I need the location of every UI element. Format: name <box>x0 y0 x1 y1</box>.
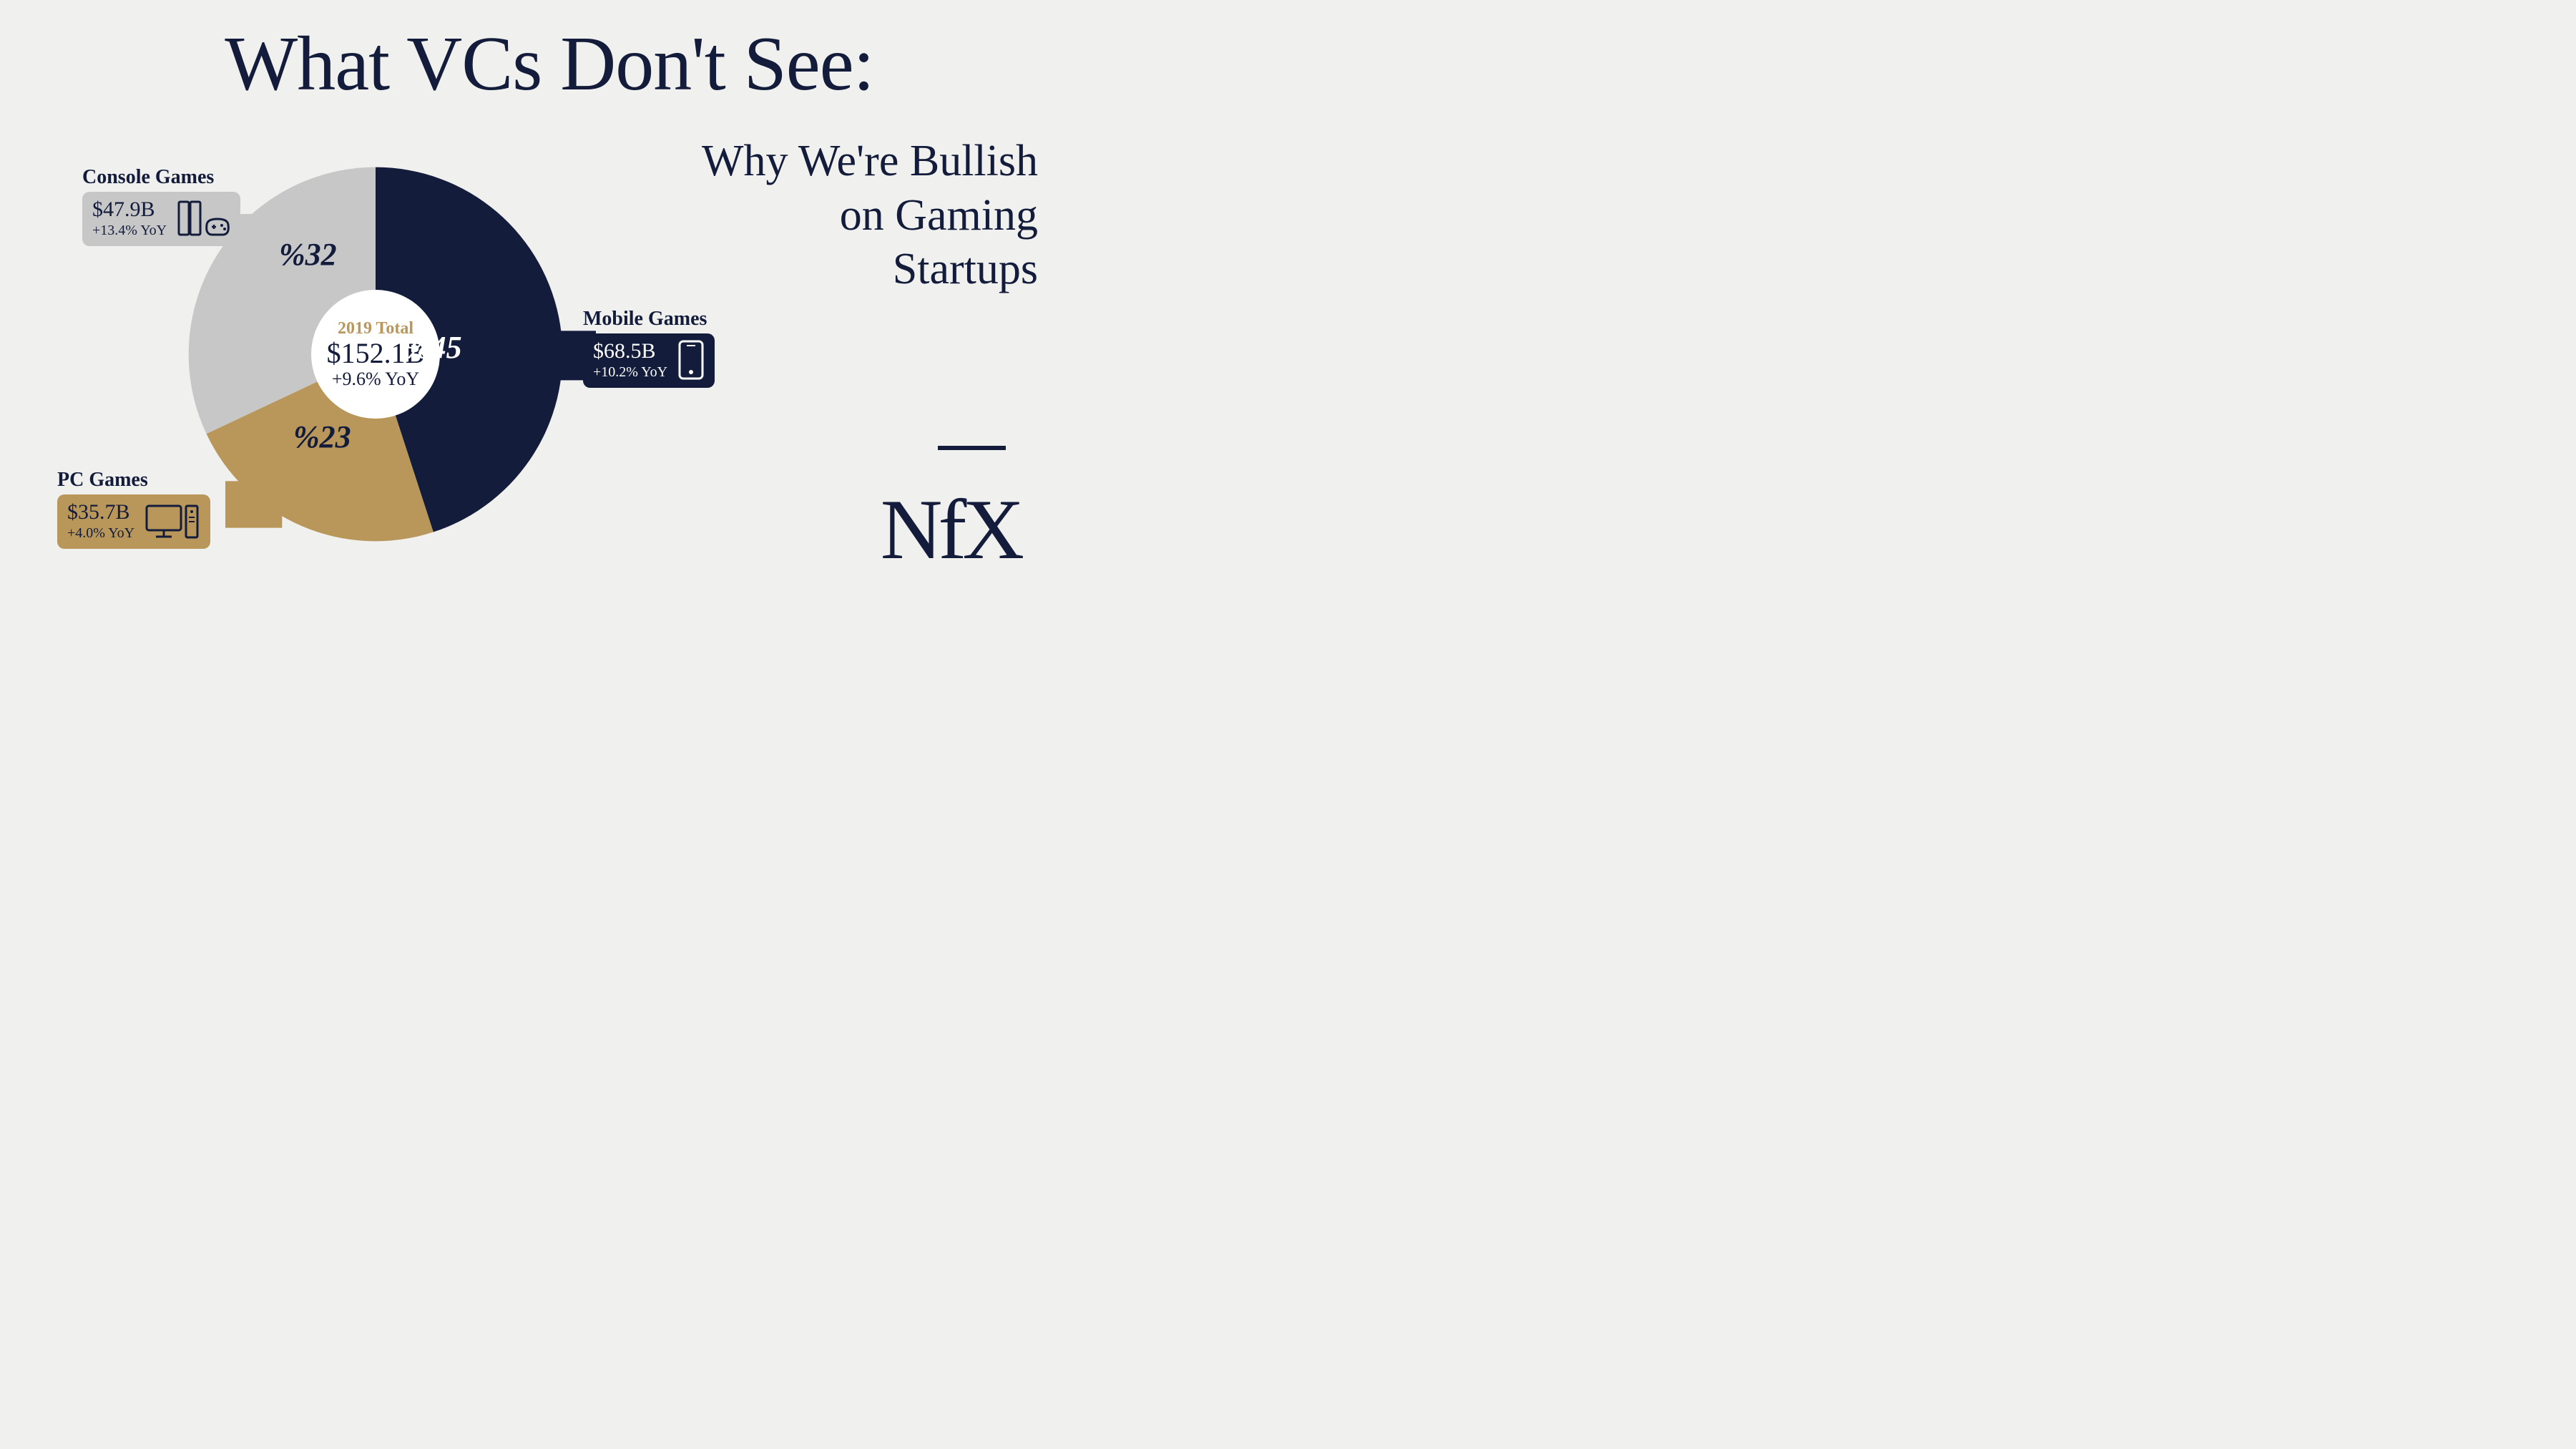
pie-pct-console: %32 <box>279 236 337 273</box>
subtitle-line: on Gaming <box>840 191 1038 240</box>
subtitle-line: Why We're Bullish <box>702 137 1038 185</box>
callout-title: Console Games <box>82 166 240 192</box>
center-year-label: 2019 Total <box>338 319 413 338</box>
nfx-logo: NfX <box>881 480 1020 579</box>
callout-title: Mobile Games <box>583 308 715 333</box>
callout-title: PC Games <box>57 469 210 494</box>
center-yoy-label: +9.6% YoY <box>332 369 419 390</box>
callout-amount: $47.9B <box>92 197 167 223</box>
callout-yoy: +4.0% YoY <box>67 525 134 542</box>
callout-amount: $68.5B <box>593 339 667 364</box>
main-title: What VCs Don't See: <box>0 20 1099 109</box>
pie-connector <box>225 481 282 527</box>
subtitle-line: Startups <box>893 245 1038 293</box>
callout-yoy: +10.2% YoY <box>593 364 667 381</box>
callout-pc: PC Games $35.7B +4.0% YoY <box>57 469 210 549</box>
pie-pct-pc: %23 <box>293 419 351 455</box>
game-console-icon <box>177 197 230 239</box>
callout-mobile: Mobile Games $68.5B +10.2% YoY <box>583 308 715 388</box>
callout-amount: $35.7B <box>67 500 134 525</box>
logo-divider <box>938 446 1006 450</box>
callout-console: Console Games $47.9B +13.4% YoY <box>82 166 240 246</box>
callout-yoy: +13.4% YoY <box>92 223 167 239</box>
mobile-phone-icon <box>677 339 705 381</box>
desktop-pc-icon <box>145 500 200 542</box>
subtitle: Why We're Bullish on Gaming Startups <box>702 135 1038 297</box>
pie-pct-mobile: %45 <box>404 329 462 366</box>
